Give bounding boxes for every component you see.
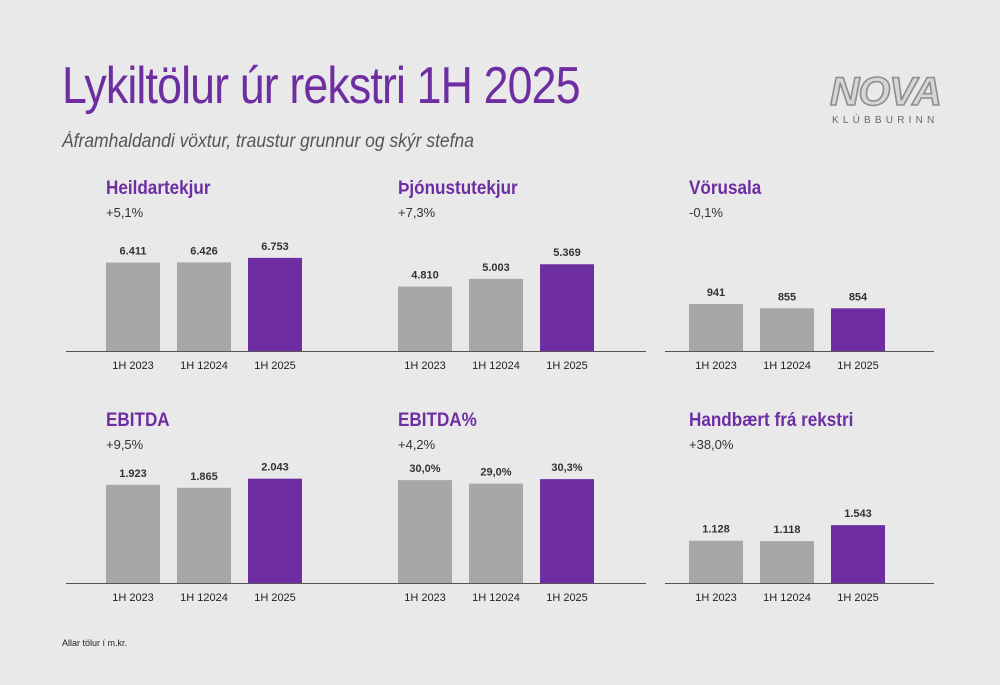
data-label: 5.003 <box>482 262 510 274</box>
tick-label: 1H 2023 <box>695 360 737 372</box>
chart-title: EBITDA% <box>398 410 477 431</box>
data-label: 5.369 <box>553 247 581 259</box>
bar <box>540 479 594 583</box>
tick-label: 1H 2025 <box>254 592 296 604</box>
tick-label: 1H 12024 <box>763 592 811 604</box>
chart-plot: 1.923 1H 2023 1.865 1H 12024 2.043 1H 2025 <box>66 462 378 604</box>
chart-change: -0,1% <box>689 205 723 220</box>
bar <box>540 264 594 351</box>
chart-change: +4,2% <box>398 437 436 452</box>
bar <box>831 525 885 583</box>
tick-label: 1H 12024 <box>472 592 520 604</box>
data-label: 30,0% <box>409 463 440 475</box>
chart-thjonustutekjur: Þjónustutekjur +7,3% 4.810 1H 2023 5.003 1H… <box>350 178 646 378</box>
data-label: 6.753 <box>261 241 289 253</box>
data-label: 941 <box>707 287 725 299</box>
bar <box>831 308 885 351</box>
tick-label: 1H 2023 <box>112 360 154 372</box>
chart-change: +9,5% <box>106 437 144 452</box>
tick-label: 1H 2023 <box>695 592 737 604</box>
chart-title: Þjónustutekjur <box>398 178 518 199</box>
bar <box>398 480 452 583</box>
logo-word: NOVA <box>829 70 942 114</box>
chart-title: Heildartekjur <box>106 178 211 199</box>
chart-heildartekjur: Heildartekjur +5,1% 6.411 1H 2023 6.426 1H … <box>66 178 378 378</box>
chart-title: Handbært frá rekstri <box>689 410 854 431</box>
chart-plot: 6.411 1H 2023 6.426 1H 12024 6.753 1H 2025 <box>66 241 378 372</box>
tick-label: 1H 2025 <box>254 360 296 372</box>
footnote: Allar tölur í m.kr. <box>62 638 128 648</box>
bar <box>106 484 160 583</box>
chart-change: +5,1% <box>106 205 144 220</box>
chart-plot: 941 1H 2023 855 1H 12024 854 1H 2025 <box>665 287 934 372</box>
data-label: 854 <box>849 291 868 303</box>
chart-ebitda: EBITDA +9,5% 1.923 1H 2023 1.865 1H 12024 2.… <box>66 410 378 610</box>
tick-label: 1H 12024 <box>472 360 520 372</box>
bar <box>248 257 302 351</box>
bar <box>689 303 743 351</box>
chart-change: +7,3% <box>398 205 436 220</box>
data-label: 2.043 <box>261 462 289 474</box>
page-title: Lykiltölur úr rekstri 1H 2025 <box>62 57 581 115</box>
bar <box>469 483 523 583</box>
chart-title: Vörusala <box>689 178 762 199</box>
bar <box>177 487 231 583</box>
data-label: 1.923 <box>119 468 147 480</box>
tick-label: 1H 2023 <box>112 592 154 604</box>
tick-label: 1H 2025 <box>837 360 879 372</box>
chart-plot: 1.128 1H 2023 1.118 1H 12024 1.543 1H 2025 <box>665 508 934 604</box>
data-label: 4.810 <box>411 270 439 282</box>
bar <box>689 540 743 583</box>
bar <box>248 478 302 583</box>
data-label: 6.411 <box>120 246 147 258</box>
bar <box>760 541 814 583</box>
logo-subtext: KLÚBBURINN <box>832 115 939 126</box>
page-subtitle: Áframhaldandi vöxtur, traustur grunnur o… <box>62 131 474 152</box>
tick-label: 1H 2025 <box>837 592 879 604</box>
bar <box>469 278 523 351</box>
data-label: 29,0% <box>480 467 511 479</box>
bar <box>760 308 814 351</box>
nova-logo: NOVA KLÚBBURINN <box>829 70 942 132</box>
chart-plot: 4.810 1H 2023 5.003 1H 12024 5.369 1H 2025 <box>350 247 646 372</box>
tick-label: 1H 12024 <box>180 360 228 372</box>
data-label: 1.118 <box>774 524 801 536</box>
bar <box>106 262 160 351</box>
tick-label: 1H 2025 <box>546 360 588 372</box>
data-label: 855 <box>778 291 796 303</box>
chart-handbaert: Handbært frá rekstri +38,0% 1.128 1H 2023… <box>665 410 937 610</box>
bar <box>177 262 231 351</box>
bar <box>398 286 452 351</box>
data-label: 1.543 <box>844 508 872 520</box>
data-label: 1.865 <box>190 471 218 483</box>
chart-ebitda-percent: EBITDA% +4,2% 30,0% 1H 2023 29,0% 1H 12024 3… <box>350 410 646 610</box>
tick-label: 1H 12024 <box>763 360 811 372</box>
tick-label: 1H 2025 <box>546 592 588 604</box>
chart-change: +38,0% <box>689 437 734 452</box>
chart-vorusala: Vörusala -0,1% 941 1H 2023 855 1H 12024 854 1… <box>665 178 937 378</box>
tick-label: 1H 12024 <box>180 592 228 604</box>
tick-label: 1H 2023 <box>404 360 446 372</box>
chart-plot: 30,0% 1H 2023 29,0% 1H 12024 30,3% 1H 2025 <box>350 462 646 604</box>
data-label: 1.128 <box>702 524 730 536</box>
data-label: 6.426 <box>190 245 218 257</box>
data-label: 30,3% <box>551 462 582 474</box>
chart-title: EBITDA <box>106 410 170 431</box>
tick-label: 1H 2023 <box>404 592 446 604</box>
